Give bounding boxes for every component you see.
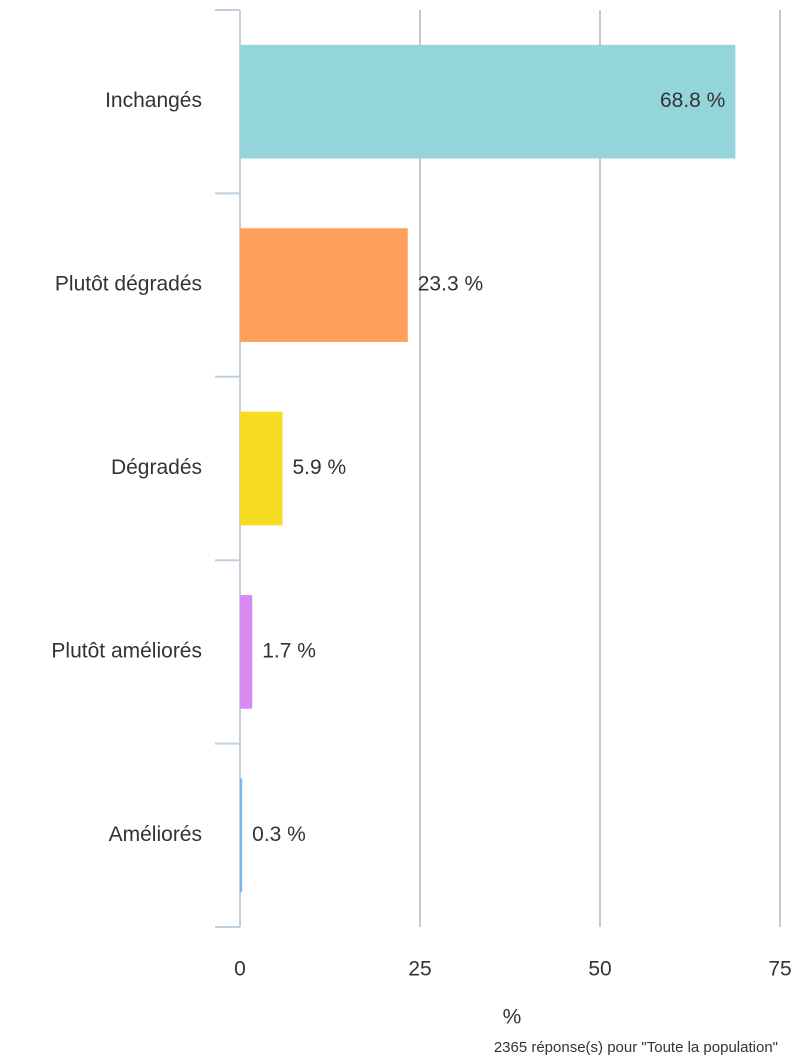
bar: [240, 411, 283, 526]
y-tick-label: Plutôt dégradés: [55, 273, 202, 296]
data-label: 5.9 %: [292, 456, 346, 479]
bar: [240, 228, 408, 342]
data-label: 0.3 %: [252, 823, 306, 846]
bar: [240, 595, 253, 709]
bar: [240, 778, 243, 893]
data-label: 23.3 %: [418, 273, 483, 296]
y-tick-label: Plutôt améliorés: [51, 639, 202, 662]
data-label: 68.8 %: [660, 89, 725, 112]
x-axis-label: %: [503, 1006, 522, 1029]
y-tick-label: Dégradés: [111, 456, 202, 479]
x-tick-label: 25: [408, 958, 431, 981]
data-label: 1.7 %: [262, 639, 316, 662]
y-tick-label: Améliorés: [109, 823, 202, 846]
footnote: 2365 réponse(s) pour "Toute la populatio…: [494, 1039, 778, 1056]
x-tick-label: 50: [588, 958, 611, 981]
x-tick-label: 75: [768, 958, 791, 981]
bar: [240, 44, 736, 159]
x-tick-label: 0: [234, 958, 246, 981]
y-tick-label: Inchangés: [105, 89, 202, 112]
